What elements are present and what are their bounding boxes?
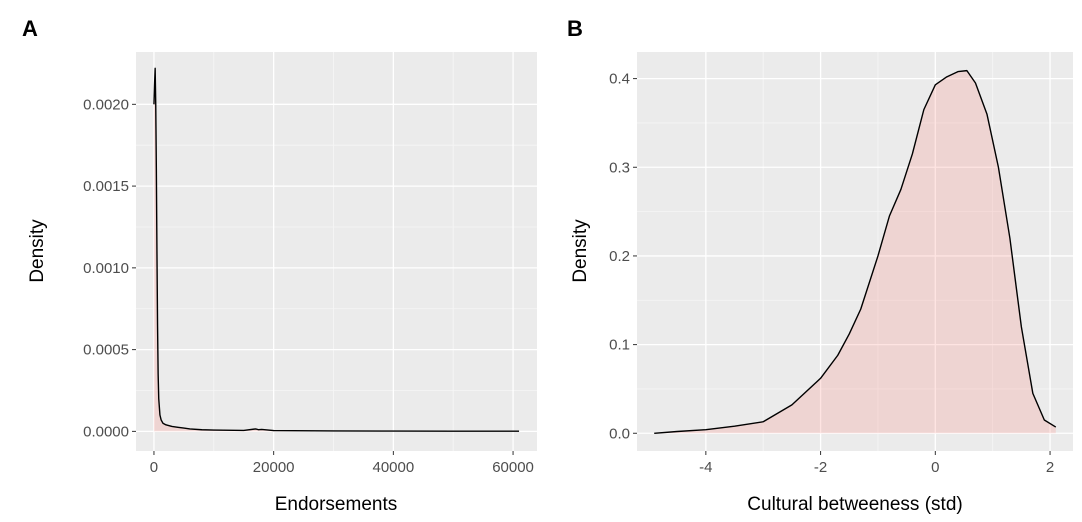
y-tick-label: 0.3 bbox=[609, 159, 630, 176]
panel-a-minor-grid bbox=[136, 52, 537, 451]
panel-b-y-axis-title: Density bbox=[570, 219, 591, 283]
y-tick-label: 0.0005 bbox=[83, 342, 129, 359]
x-tick-label: -2 bbox=[814, 459, 827, 476]
y-tick-label: 0.0020 bbox=[83, 96, 129, 113]
panel-a-y-axis-title: Density bbox=[27, 219, 48, 283]
panel-b-plot-area bbox=[637, 52, 1073, 451]
panel-b-x-axis-title: Cultural betweeness (std) bbox=[747, 494, 962, 515]
panel-a-tag: A bbox=[22, 16, 38, 41]
x-tick-label: 0 bbox=[931, 459, 939, 476]
x-tick-label: 40000 bbox=[372, 459, 414, 476]
panel-b-tag: B bbox=[567, 16, 583, 41]
x-tick-label: 2 bbox=[1046, 459, 1054, 476]
panel-a-x-axis: 0 20000 40000 60000 bbox=[150, 451, 534, 476]
panel-a-plot-area bbox=[136, 52, 537, 451]
y-tick-label: 0.2 bbox=[609, 248, 630, 265]
y-tick-label: 0.0015 bbox=[83, 178, 129, 195]
panel-b-density-line bbox=[654, 69, 1057, 434]
y-tick-label: 0.4 bbox=[609, 71, 630, 88]
panel-a-x-axis-title: Endorsements bbox=[275, 494, 398, 515]
panel-a-major-grid bbox=[136, 52, 537, 451]
panel-a: A 0 20000 40000 60000 0.00000.00050.00100.0… bbox=[22, 16, 537, 515]
panel-b-major-grid bbox=[637, 52, 1073, 451]
x-tick-label: 60000 bbox=[492, 459, 534, 476]
panel-b-density-area bbox=[654, 70, 1056, 434]
x-tick-label: 0 bbox=[150, 459, 158, 476]
x-tick-label: 20000 bbox=[253, 459, 295, 476]
y-tick-label: 0.0010 bbox=[83, 260, 129, 277]
panel-a-y-axis: 0.0000 0.0005 0.0010 0.0015 0.0020 bbox=[83, 96, 136, 440]
x-tick-label: -4 bbox=[699, 459, 712, 476]
panel-b-x-axis: -4 -2 0 2 bbox=[699, 451, 1054, 476]
panel-b-minor-grid bbox=[637, 52, 1073, 451]
y-tick-label: 0.0000 bbox=[83, 423, 129, 440]
panel-a-density-line bbox=[153, 67, 520, 432]
panel-b-y-axis: 0.0 0.1 0.2 0.3 0.4 bbox=[609, 71, 637, 442]
panel-b: B -4 -2 0 2 0.0 0.1 0.2 0.3 0.4 Cultural betwee… bbox=[567, 16, 1073, 515]
y-tick-label: 0.0 bbox=[609, 425, 630, 442]
y-tick-label: 0.1 bbox=[609, 337, 630, 354]
